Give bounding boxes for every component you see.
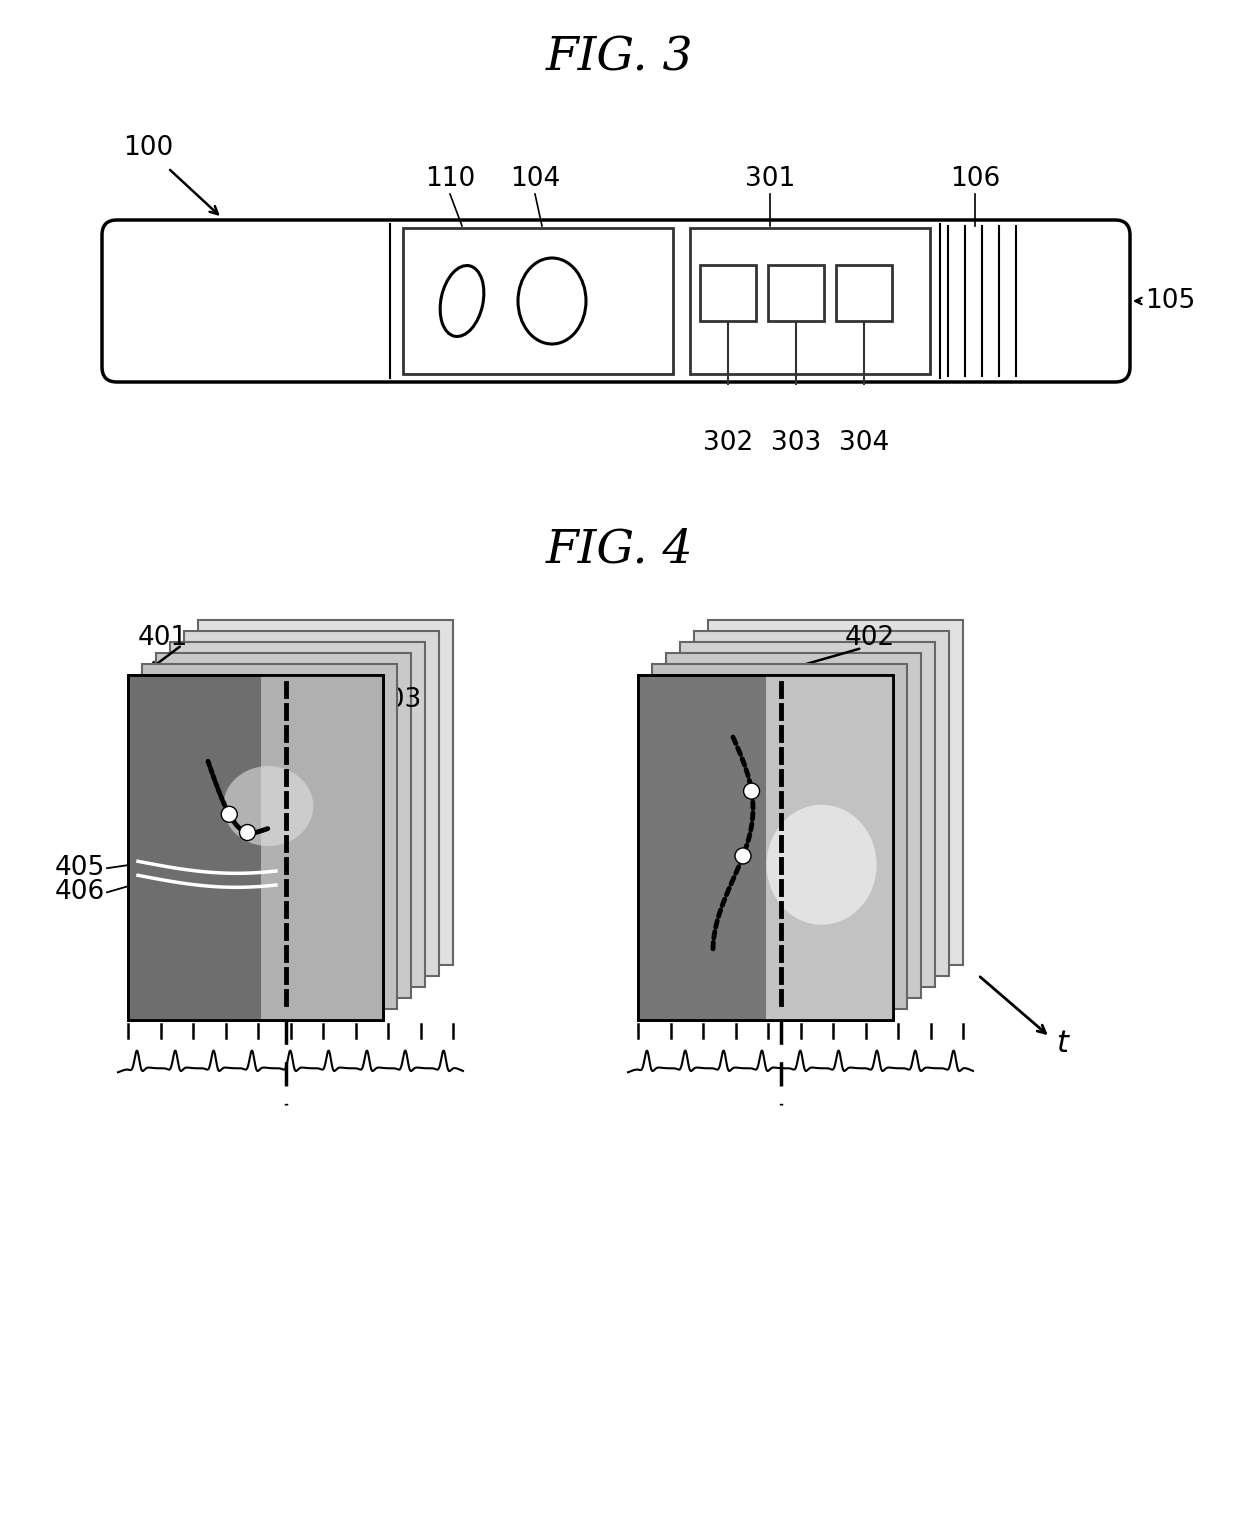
Bar [128, 675, 383, 1021]
Circle shape [239, 824, 255, 841]
Text: 105: 105 [1145, 287, 1195, 314]
Text: 301: 301 [745, 166, 795, 192]
Circle shape [221, 807, 237, 822]
Text: 405: 405 [55, 855, 105, 881]
Bar [652, 664, 906, 1008]
Text: 303: 303 [771, 430, 821, 456]
Text: t: t [1056, 1028, 1068, 1057]
Ellipse shape [223, 765, 314, 845]
Bar [701, 264, 756, 321]
Bar [156, 653, 410, 998]
FancyBboxPatch shape [102, 220, 1130, 383]
Bar [198, 619, 453, 965]
Bar [639, 675, 765, 1021]
Bar [768, 264, 825, 321]
Bar [184, 632, 439, 976]
Bar [666, 653, 921, 998]
Text: FIG. 4: FIG. 4 [546, 527, 694, 573]
Bar [708, 619, 963, 965]
Text: 106: 106 [950, 166, 1001, 192]
Text: 110: 110 [425, 166, 475, 192]
Circle shape [744, 784, 760, 799]
Text: 401: 401 [138, 626, 188, 652]
Bar [260, 675, 383, 1021]
Ellipse shape [766, 805, 877, 925]
Bar [765, 675, 893, 1021]
Text: 100: 100 [123, 135, 174, 161]
Circle shape [735, 848, 751, 864]
Text: 402: 402 [844, 626, 895, 652]
Text: 406: 406 [55, 879, 105, 905]
Ellipse shape [440, 266, 484, 337]
Text: 104: 104 [510, 166, 560, 192]
Bar [639, 675, 893, 1021]
Bar [403, 227, 673, 373]
Bar [128, 675, 383, 1021]
Bar [836, 264, 892, 321]
Bar [170, 642, 425, 987]
Bar [639, 675, 893, 1021]
Bar [680, 642, 935, 987]
Text: FIG. 3: FIG. 3 [546, 35, 694, 80]
Bar [128, 675, 260, 1021]
Text: 302: 302 [703, 430, 753, 456]
Text: 304: 304 [839, 430, 889, 456]
Text: 403: 403 [372, 687, 423, 713]
Bar [143, 664, 397, 1008]
Ellipse shape [518, 258, 587, 344]
Bar [689, 227, 930, 373]
Bar [694, 632, 949, 976]
Text: 404: 404 [317, 666, 368, 692]
